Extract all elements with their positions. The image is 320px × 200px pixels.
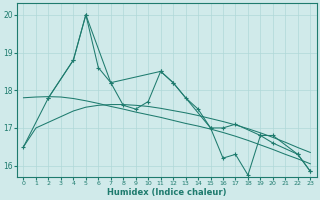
X-axis label: Humidex (Indice chaleur): Humidex (Indice chaleur) xyxy=(107,188,227,197)
